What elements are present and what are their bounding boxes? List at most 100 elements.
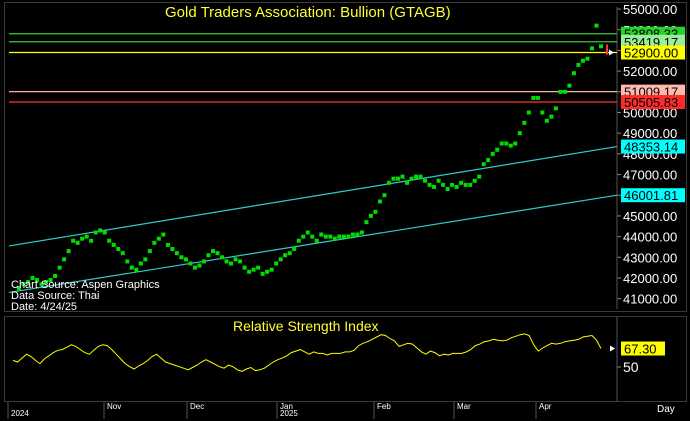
price-point xyxy=(337,234,342,239)
price-point xyxy=(98,228,103,233)
price-point xyxy=(454,184,459,189)
last-value-arrow xyxy=(609,49,614,56)
price-point xyxy=(224,259,229,264)
price-point xyxy=(549,114,554,119)
price-point xyxy=(89,238,94,243)
price-point xyxy=(206,253,211,258)
price-point xyxy=(57,265,62,270)
price-point xyxy=(323,234,328,239)
price-point xyxy=(35,278,40,283)
x-tick-label: Mar xyxy=(457,402,471,411)
x-tick-label: Apr xyxy=(539,402,552,411)
price-point xyxy=(17,286,21,291)
price-point xyxy=(328,234,333,239)
reference-label: 52900.00 xyxy=(624,46,678,61)
price-point xyxy=(450,182,455,187)
x-axis-unit-label: Day xyxy=(657,404,675,415)
reference-label: 50505.83 xyxy=(624,95,678,110)
rsi-y-tick-label: 50 xyxy=(623,359,639,375)
price-point xyxy=(229,261,234,266)
channel-label: 46001.81 xyxy=(624,188,678,203)
price-point xyxy=(517,131,522,136)
price-point xyxy=(486,158,491,163)
x-tick-label: Dec xyxy=(190,402,204,411)
price-point xyxy=(504,141,509,146)
price-point xyxy=(75,240,80,245)
price-point xyxy=(355,232,360,237)
price-point xyxy=(274,261,279,266)
y-tick-label: 42000.00 xyxy=(623,271,677,286)
price-point xyxy=(589,46,594,51)
price-point xyxy=(138,261,143,266)
price-point xyxy=(445,187,450,192)
price-chart-panel: Gold Traders Association: Bullion (GTAGB… xyxy=(4,2,687,313)
price-point xyxy=(544,118,549,123)
rsi-panel: Relative Strength Index 50 67.30 xyxy=(4,316,687,403)
channel-label: 48353.14 xyxy=(624,140,678,155)
price-point xyxy=(260,271,265,276)
reference-label-box xyxy=(621,34,685,49)
channel-label-box xyxy=(621,139,685,154)
price-point xyxy=(188,261,193,266)
x-tick-label: Feb xyxy=(377,402,391,411)
price-point xyxy=(409,176,414,181)
x-axis-bar: 2024 Nov Dec Jan 2025 Feb Mar Apr Day xyxy=(4,402,687,419)
price-point xyxy=(129,265,134,270)
price-point xyxy=(350,232,355,237)
price-point xyxy=(522,120,527,125)
price-point xyxy=(377,199,382,204)
price-point xyxy=(576,62,581,67)
price-point xyxy=(265,269,270,274)
price-point xyxy=(116,247,121,252)
data-source-note: Data Source: Thai xyxy=(11,290,100,302)
price-point xyxy=(459,180,464,185)
rsi-value-label: 67.30 xyxy=(624,342,657,357)
price-point xyxy=(571,71,576,76)
price-point xyxy=(134,267,139,272)
price-point xyxy=(373,209,378,214)
y-tick-label: 44000.00 xyxy=(623,230,677,245)
price-point xyxy=(44,280,49,285)
price-point xyxy=(562,89,567,94)
chart-title: Gold Traders Association: Bullion (GTAGB… xyxy=(165,4,451,21)
price-point xyxy=(346,234,351,239)
price-point xyxy=(165,242,170,247)
price-point xyxy=(368,213,373,218)
price-point xyxy=(513,141,518,146)
price-point xyxy=(152,240,157,245)
price-point xyxy=(220,255,225,260)
price-point xyxy=(292,247,297,252)
price-point xyxy=(414,174,419,179)
price-point xyxy=(156,236,161,241)
price-point xyxy=(359,230,364,235)
price-point xyxy=(405,180,409,185)
price-point xyxy=(490,151,495,156)
price-point xyxy=(472,178,477,183)
price-point xyxy=(436,178,441,183)
price-chart-plot: 41000.00 42000.00 43000.00 44000.00 45000.00… xyxy=(8,3,685,309)
channel-label-box xyxy=(621,188,685,203)
price-point xyxy=(211,249,215,254)
price-point xyxy=(39,282,44,287)
y-tick-label: 47000.00 xyxy=(623,168,677,183)
price-point xyxy=(183,257,188,262)
y-tick-label: 49000.00 xyxy=(623,126,677,141)
price-point xyxy=(179,255,184,260)
price-point xyxy=(278,257,283,262)
price-point xyxy=(48,278,53,283)
price-point xyxy=(441,182,446,187)
price-point xyxy=(238,259,243,264)
price-point xyxy=(296,238,301,243)
x-tick-label: Nov xyxy=(107,402,121,411)
rsi-title: Relative Strength Index xyxy=(233,318,379,334)
price-point xyxy=(197,263,202,268)
price-point xyxy=(423,178,428,183)
price-point xyxy=(314,238,319,243)
y-tick-label: 41000.00 xyxy=(623,292,677,307)
price-point xyxy=(526,110,531,115)
price-point xyxy=(287,251,292,256)
price-point xyxy=(495,147,500,152)
price-point xyxy=(599,44,603,49)
price-point xyxy=(508,143,513,148)
